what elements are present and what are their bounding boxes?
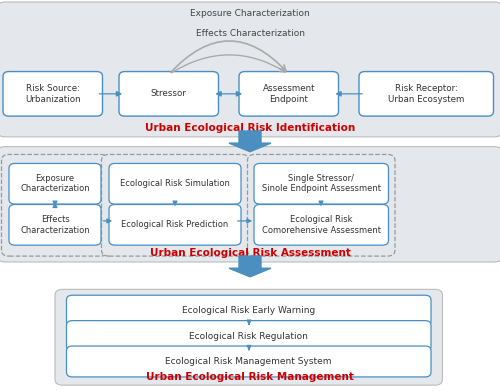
FancyBboxPatch shape [9, 204, 101, 245]
FancyBboxPatch shape [0, 2, 500, 137]
Text: Risk Source:
Urbanization: Risk Source: Urbanization [25, 84, 80, 104]
Text: Exposure Characterization: Exposure Characterization [190, 9, 310, 18]
FancyBboxPatch shape [3, 72, 102, 116]
FancyBboxPatch shape [55, 289, 442, 385]
FancyBboxPatch shape [248, 154, 395, 256]
Polygon shape [229, 131, 271, 152]
FancyBboxPatch shape [239, 72, 338, 116]
Text: Ecological Risk Early Warning: Ecological Risk Early Warning [182, 306, 316, 315]
FancyBboxPatch shape [66, 295, 431, 326]
FancyBboxPatch shape [109, 163, 241, 204]
Text: Effects Characterization: Effects Characterization [196, 29, 304, 38]
Text: Urban Ecological Risk Identification: Urban Ecological Risk Identification [145, 123, 355, 133]
Text: Ecological Risk Management System: Ecological Risk Management System [166, 357, 332, 366]
Text: Ecological Risk
Comorehensive Assessment: Ecological Risk Comorehensive Assessment [262, 215, 381, 235]
Polygon shape [229, 256, 271, 277]
Text: Exposure
Characterization: Exposure Characterization [20, 174, 90, 194]
Text: Effects
Characterization: Effects Characterization [20, 215, 90, 235]
Text: Urban Ecological Risk Management: Urban Ecological Risk Management [146, 372, 354, 382]
FancyBboxPatch shape [2, 154, 108, 256]
FancyBboxPatch shape [359, 72, 494, 116]
FancyBboxPatch shape [254, 204, 388, 245]
Text: Ecological Risk Regulation: Ecological Risk Regulation [190, 332, 308, 341]
FancyBboxPatch shape [66, 346, 431, 377]
Text: Assessment
Endpoint: Assessment Endpoint [262, 84, 315, 104]
FancyBboxPatch shape [66, 321, 431, 352]
Text: Ecological Risk Prediction: Ecological Risk Prediction [122, 220, 228, 230]
FancyBboxPatch shape [254, 163, 388, 204]
FancyBboxPatch shape [119, 72, 218, 116]
FancyBboxPatch shape [0, 147, 500, 262]
Text: Ecological Risk Simulation: Ecological Risk Simulation [120, 179, 230, 188]
Text: Stressor: Stressor [151, 89, 187, 99]
FancyBboxPatch shape [102, 154, 249, 256]
Text: Urban Ecological Risk Assessment: Urban Ecological Risk Assessment [150, 248, 350, 258]
FancyBboxPatch shape [109, 204, 241, 245]
Text: Single Stressor/
Sinole Endpoint Assessment: Single Stressor/ Sinole Endpoint Assessm… [262, 174, 381, 194]
FancyBboxPatch shape [9, 163, 101, 204]
Text: Risk Receptor:
Urban Ecosystem: Risk Receptor: Urban Ecosystem [388, 84, 464, 104]
